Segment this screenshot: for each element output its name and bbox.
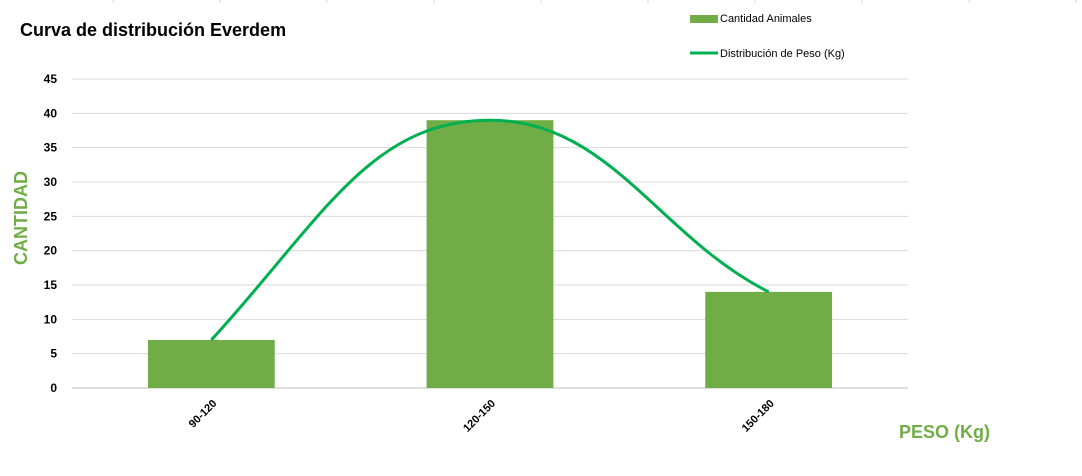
y-tick-label: 25 — [44, 209, 58, 223]
y-tick-label: 0 — [50, 381, 57, 395]
chart-title: Curva de distribución Everdem — [20, 20, 286, 40]
bars — [147, 120, 833, 388]
y-tick-label: 10 — [44, 312, 58, 326]
y-tick-label: 5 — [50, 347, 57, 361]
legend: Cantidad Animales Distribución de Peso (… — [690, 13, 845, 60]
x-tick-label: 150-180 — [740, 398, 777, 435]
y-axis-title: CANTIDAD — [11, 171, 31, 265]
series-line-distribucion — [210, 118, 770, 341]
x-tick-label: 120-150 — [461, 398, 498, 435]
bar — [147, 339, 275, 388]
legend-label-line: Distribución de Peso (Kg) — [720, 48, 845, 60]
x-tick-label: 90-120 — [187, 398, 220, 431]
x-axis-title: PESO (Kg) — [899, 422, 990, 442]
bar — [705, 291, 833, 388]
y-tick-label: 35 — [44, 141, 58, 155]
y-tick-label: 15 — [44, 278, 58, 292]
bar — [426, 120, 554, 388]
y-tick-label: 30 — [44, 175, 58, 189]
y-tick-label: 45 — [44, 72, 58, 86]
y-tick-label: 20 — [44, 244, 58, 258]
x-axis-ticks: 90-120 120-150 150-180 — [187, 398, 777, 435]
y-tick-label: 40 — [44, 106, 58, 120]
y-axis-ticks: 0 5 10 15 20 25 30 35 40 45 — [44, 72, 58, 395]
legend-swatch-bar — [690, 15, 718, 23]
legend-label-bar: Cantidad Animales — [720, 13, 812, 25]
top-frame-marks — [112, 0, 1077, 3]
